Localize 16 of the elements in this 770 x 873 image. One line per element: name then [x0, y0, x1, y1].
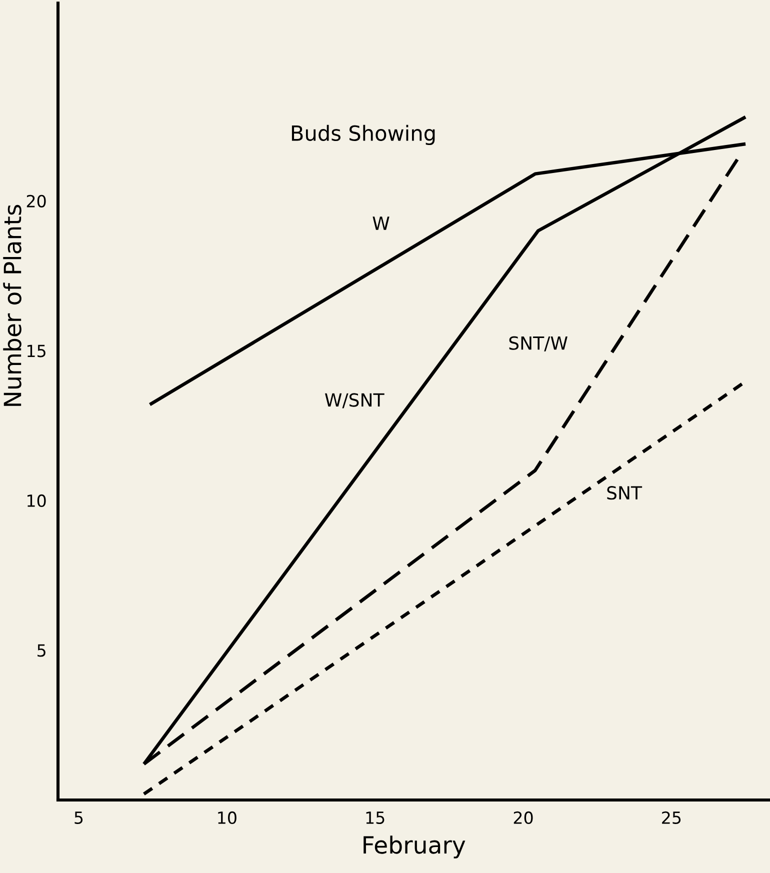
x-tick-label: 15 — [366, 812, 384, 824]
y-tick-label: 20 — [26, 194, 46, 208]
y-tick-label: 5 — [38, 644, 46, 657]
text: SNT/W — [509, 336, 568, 352]
series-label: W — [372, 216, 390, 230]
y-tick-label: 15 — [28, 344, 46, 358]
text: Buds Showing — [292, 124, 435, 146]
x-axis-title: February — [364, 836, 466, 858]
series-label: SNT — [607, 486, 642, 500]
y-axis-title: Number of Plants — [3, 204, 22, 406]
series-label: W/SNT — [324, 393, 384, 408]
x-tick-label: 25 — [662, 811, 681, 824]
x-tick-label: 5 — [74, 812, 83, 824]
x-tick-label: 20 — [514, 811, 533, 824]
x-tick-label: 10 — [218, 811, 236, 824]
y-tick-label: 10 — [28, 494, 46, 508]
